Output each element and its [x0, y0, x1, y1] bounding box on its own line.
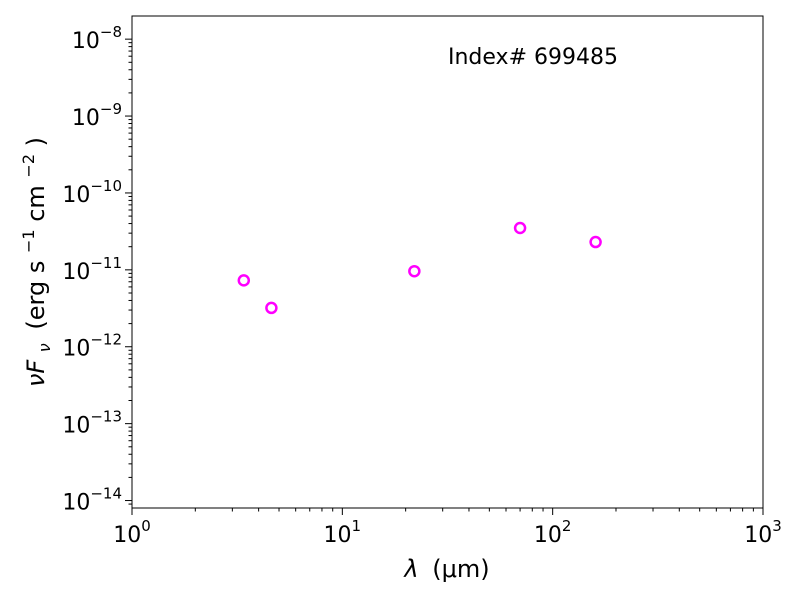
y-axis-label: νF ν (erg s −1 cm −2 ) — [12, 137, 56, 387]
x-tick-label: 103 — [744, 517, 782, 548]
y-tick-label: 10−12 — [62, 331, 122, 362]
x-axis-label: λ (μm) — [402, 555, 489, 583]
y-tick-exponent: −11 — [90, 254, 122, 272]
x-tick-exponent: 3 — [772, 517, 782, 535]
y-tick-base: 10 — [62, 337, 90, 362]
annotation-label: Index# 699485 — [448, 45, 618, 70]
data-point — [265, 301, 278, 315]
data-point — [513, 221, 527, 235]
y-tick-label: 10−11 — [62, 254, 122, 285]
y-tick-base: 10 — [62, 260, 90, 285]
x-tick-exponent: 0 — [141, 517, 151, 535]
x-axis-symbol: λ — [402, 555, 418, 583]
y-axis-unit-exp2: −2 — [19, 154, 38, 178]
x-tick-label: 102 — [534, 517, 572, 548]
y-axis-unit-prefix: (erg s — [22, 261, 50, 330]
x-tick-label: 101 — [324, 517, 362, 548]
y-tick-exponent: −12 — [90, 331, 122, 349]
x-tick-exponent: 1 — [352, 517, 362, 535]
x-axis-ticks: 100 101 102 103 — [113, 508, 782, 548]
y-axis-subscript: ν — [35, 343, 54, 352]
y-tick-label: 10−14 — [62, 485, 122, 516]
y-tick-base: 10 — [62, 183, 90, 208]
y-tick-label: 10−9 — [72, 100, 122, 131]
x-tick-base: 10 — [324, 523, 352, 548]
y-tick-label: 10−8 — [72, 23, 122, 54]
data-point — [237, 274, 251, 287]
y-tick-exponent: −14 — [90, 485, 122, 503]
y-tick-base: 10 — [72, 29, 100, 54]
y-axis-symbol: νF — [22, 359, 50, 387]
data-point — [589, 235, 602, 249]
x-axis-unit: (μm) — [432, 555, 489, 583]
x-tick-label: 100 — [113, 517, 151, 548]
x-tick-base: 10 — [744, 523, 772, 548]
x-tick-base: 10 — [113, 523, 141, 548]
y-tick-exponent: −8 — [100, 23, 122, 41]
y-tick-base: 10 — [62, 414, 90, 439]
y-tick-base: 10 — [62, 491, 90, 516]
data-points — [237, 221, 602, 315]
plot-frame — [131, 15, 764, 509]
x-tick-exponent: 2 — [562, 517, 572, 535]
y-axis-unit-suffix: ) — [22, 137, 50, 146]
y-axis-unit-mid: cm — [22, 185, 50, 222]
y-tick-base: 10 — [72, 106, 100, 131]
x-tick-base: 10 — [534, 523, 562, 548]
y-tick-exponent: −13 — [90, 408, 122, 426]
y-tick-exponent: −9 — [100, 100, 122, 118]
y-tick-label: 10−13 — [62, 408, 122, 439]
y-tick-exponent: −10 — [90, 177, 122, 195]
y-tick-label: 10−10 — [62, 177, 122, 208]
data-point — [408, 264, 421, 278]
y-axis-unit-exp1: −1 — [19, 229, 38, 253]
